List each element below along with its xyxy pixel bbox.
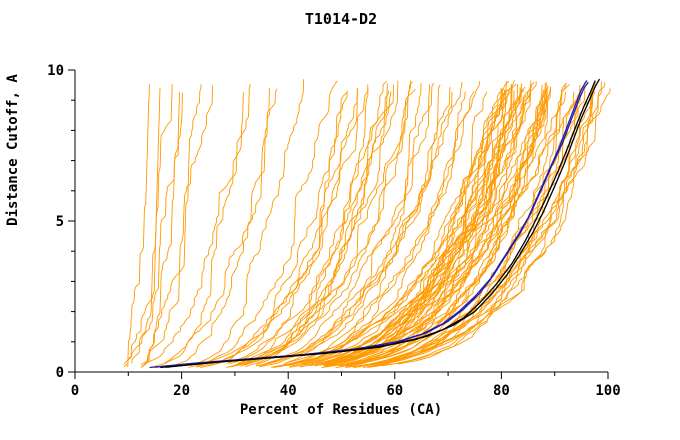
model-curve <box>229 80 387 365</box>
y-tick-label: 0 <box>56 365 64 381</box>
x-tick-label: 20 <box>173 383 190 399</box>
x-tick-label: 0 <box>71 383 79 399</box>
model-curve <box>237 84 395 364</box>
model-curve <box>338 82 567 366</box>
model-curve <box>363 81 596 369</box>
model-curve <box>258 83 422 367</box>
model-curve <box>381 86 595 367</box>
model-curve <box>141 84 251 368</box>
model-curve <box>152 87 270 368</box>
model-curve <box>228 80 399 368</box>
model-curve <box>195 80 338 368</box>
model-curve <box>195 84 369 368</box>
model-curve <box>140 85 214 365</box>
model-curve <box>240 83 388 367</box>
model-curve <box>167 88 278 369</box>
curves-layer <box>123 78 611 369</box>
model-curve <box>226 88 359 365</box>
model-curve <box>335 85 581 369</box>
model-curve <box>190 79 305 366</box>
model-curve <box>319 81 535 366</box>
model-curve <box>262 81 463 366</box>
model-curve <box>123 84 173 368</box>
x-axis-label: Percent of Residues (CA) <box>240 402 442 418</box>
model-curve <box>127 83 150 367</box>
model-curve <box>324 80 532 368</box>
model-curve <box>288 89 507 366</box>
model-curve <box>352 92 548 365</box>
model-curve <box>299 91 488 368</box>
highlight-blue-2-curve <box>154 81 589 368</box>
y-tick-label: 5 <box>56 214 64 230</box>
model-curve <box>284 91 453 365</box>
model-curve <box>140 92 180 368</box>
model-curve <box>323 82 546 367</box>
model-curve <box>208 90 348 367</box>
model-curve <box>123 92 183 365</box>
model-curve <box>245 91 392 368</box>
model-curve <box>162 92 244 365</box>
model-curve <box>188 88 358 368</box>
model-curve <box>321 84 567 368</box>
model-curve <box>276 90 475 368</box>
y-axis-label: Distance Cutoff, A <box>5 74 21 226</box>
model-curve <box>255 86 451 367</box>
model-curve <box>316 84 543 365</box>
model-curve <box>273 80 510 368</box>
model-curve <box>330 85 513 365</box>
highlight-black-1-curve <box>160 80 596 369</box>
model-curve <box>323 89 525 366</box>
x-tick-label: 80 <box>493 383 510 399</box>
chart-title: T1014-D2 <box>305 10 377 28</box>
model-curve <box>232 90 389 367</box>
axes-layer: 0 20 40 60 80 100 0 5 10 <box>47 63 621 399</box>
model-curve <box>346 91 548 368</box>
model-curve <box>261 82 434 367</box>
model-curve <box>225 88 369 368</box>
model-curve <box>326 80 516 364</box>
model-curve <box>270 84 441 368</box>
model-curve <box>367 88 611 368</box>
x-tick-label: 100 <box>595 383 620 399</box>
model-curve <box>300 81 480 365</box>
model-curve <box>144 84 202 364</box>
x-tick-label: 40 <box>280 383 297 399</box>
highlight-black-2-curve <box>165 78 601 368</box>
model-curve <box>304 81 537 365</box>
x-tick-label: 60 <box>386 383 403 399</box>
model-curve <box>316 87 502 364</box>
model-curve <box>243 88 416 365</box>
model-curve <box>293 88 503 365</box>
model-curve <box>289 83 522 367</box>
model-curve <box>352 84 570 368</box>
y-tick-label: 10 <box>47 63 64 79</box>
